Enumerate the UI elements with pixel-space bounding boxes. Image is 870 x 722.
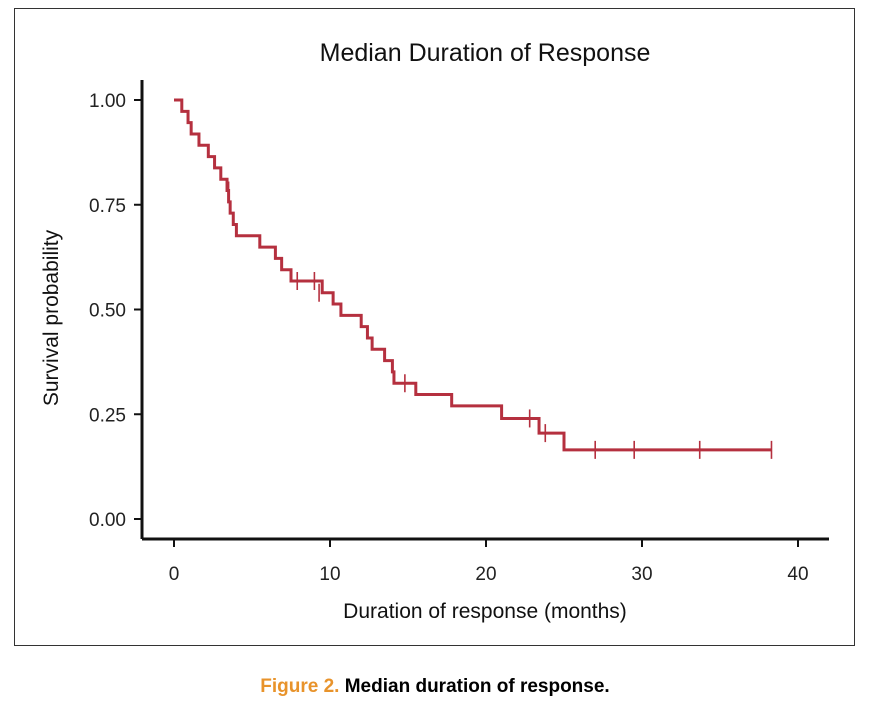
x-tick-label: 0 (169, 564, 180, 585)
x-tick-label: 30 (631, 564, 652, 585)
x-tick-label: 20 (475, 564, 496, 585)
axis-ticks: 0 10 20 30 40 0.00 0.25 0.50 0.75 1.00 (89, 91, 809, 585)
caption-label: Figure 2. (260, 676, 340, 697)
survival-curve (174, 98, 772, 452)
x-tick-label: 40 (787, 564, 808, 585)
x-tick-label: 10 (319, 564, 340, 585)
plot-area (174, 98, 773, 459)
y-tick-label: 0.50 (89, 301, 126, 322)
y-tick-label: 1.00 (89, 91, 126, 112)
caption-text: Median duration of response. (344, 676, 610, 697)
km-chart: Median Duration of Response 0 10 20 30 40 0.0… (40, 39, 829, 623)
axes (140, 80, 829, 541)
y-tick-label: 0.75 (89, 196, 126, 217)
x-axis-label: Duration of response (months) (343, 600, 627, 623)
figure-caption: Figure 2. Median duration of response. (0, 676, 870, 698)
y-tick-label: 0.00 (89, 510, 126, 531)
chart-title: Median Duration of Response (320, 39, 651, 67)
y-tick-label: 0.25 (89, 405, 126, 426)
y-axis-label: Survival probability (40, 229, 63, 406)
